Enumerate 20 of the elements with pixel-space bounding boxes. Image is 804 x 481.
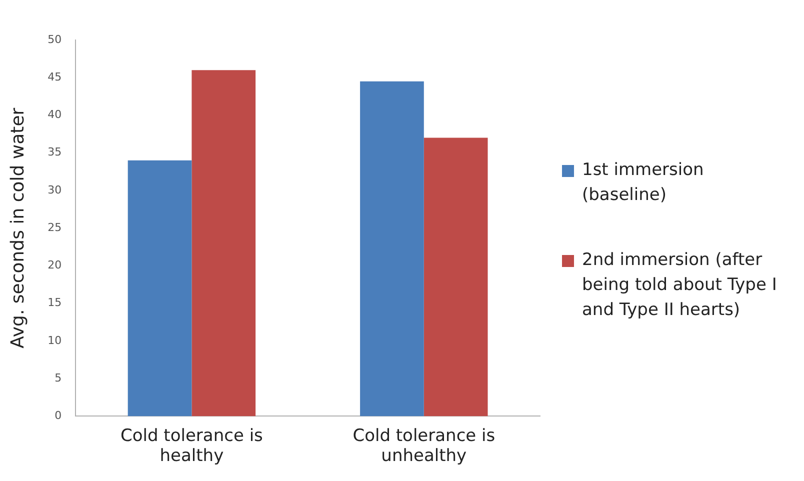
y-tick-label: 5 — [54, 371, 62, 384]
x-tick-label: Cold tolerance is unhealthy — [352, 426, 496, 466]
y-tick-label: 35 — [48, 146, 62, 159]
y-tick-label: 40 — [48, 108, 62, 122]
y-axis-title: Avg. seconds in cold water — [7, 107, 28, 348]
y-tick-label: 20 — [48, 258, 62, 272]
y-tick-label: 45 — [48, 70, 62, 84]
y-tick-label: 30 — [48, 183, 62, 196]
bar — [192, 70, 256, 416]
bar — [128, 160, 192, 416]
legend-label: 1st immersion (baseline) — [582, 159, 705, 207]
bar — [360, 81, 424, 416]
y-tick-label: 15 — [48, 296, 62, 310]
legend-label: 2nd immersion (after being told about Type I and Type II hearts) — [582, 249, 778, 322]
y-tick-label: 50 — [48, 32, 62, 46]
x-tick-label: Cold tolerance is healthy — [120, 426, 264, 466]
y-tick-label: 25 — [48, 220, 62, 234]
y-tick-label: 10 — [48, 334, 62, 347]
bar — [424, 138, 488, 416]
y-tick-label: 0 — [54, 409, 62, 422]
